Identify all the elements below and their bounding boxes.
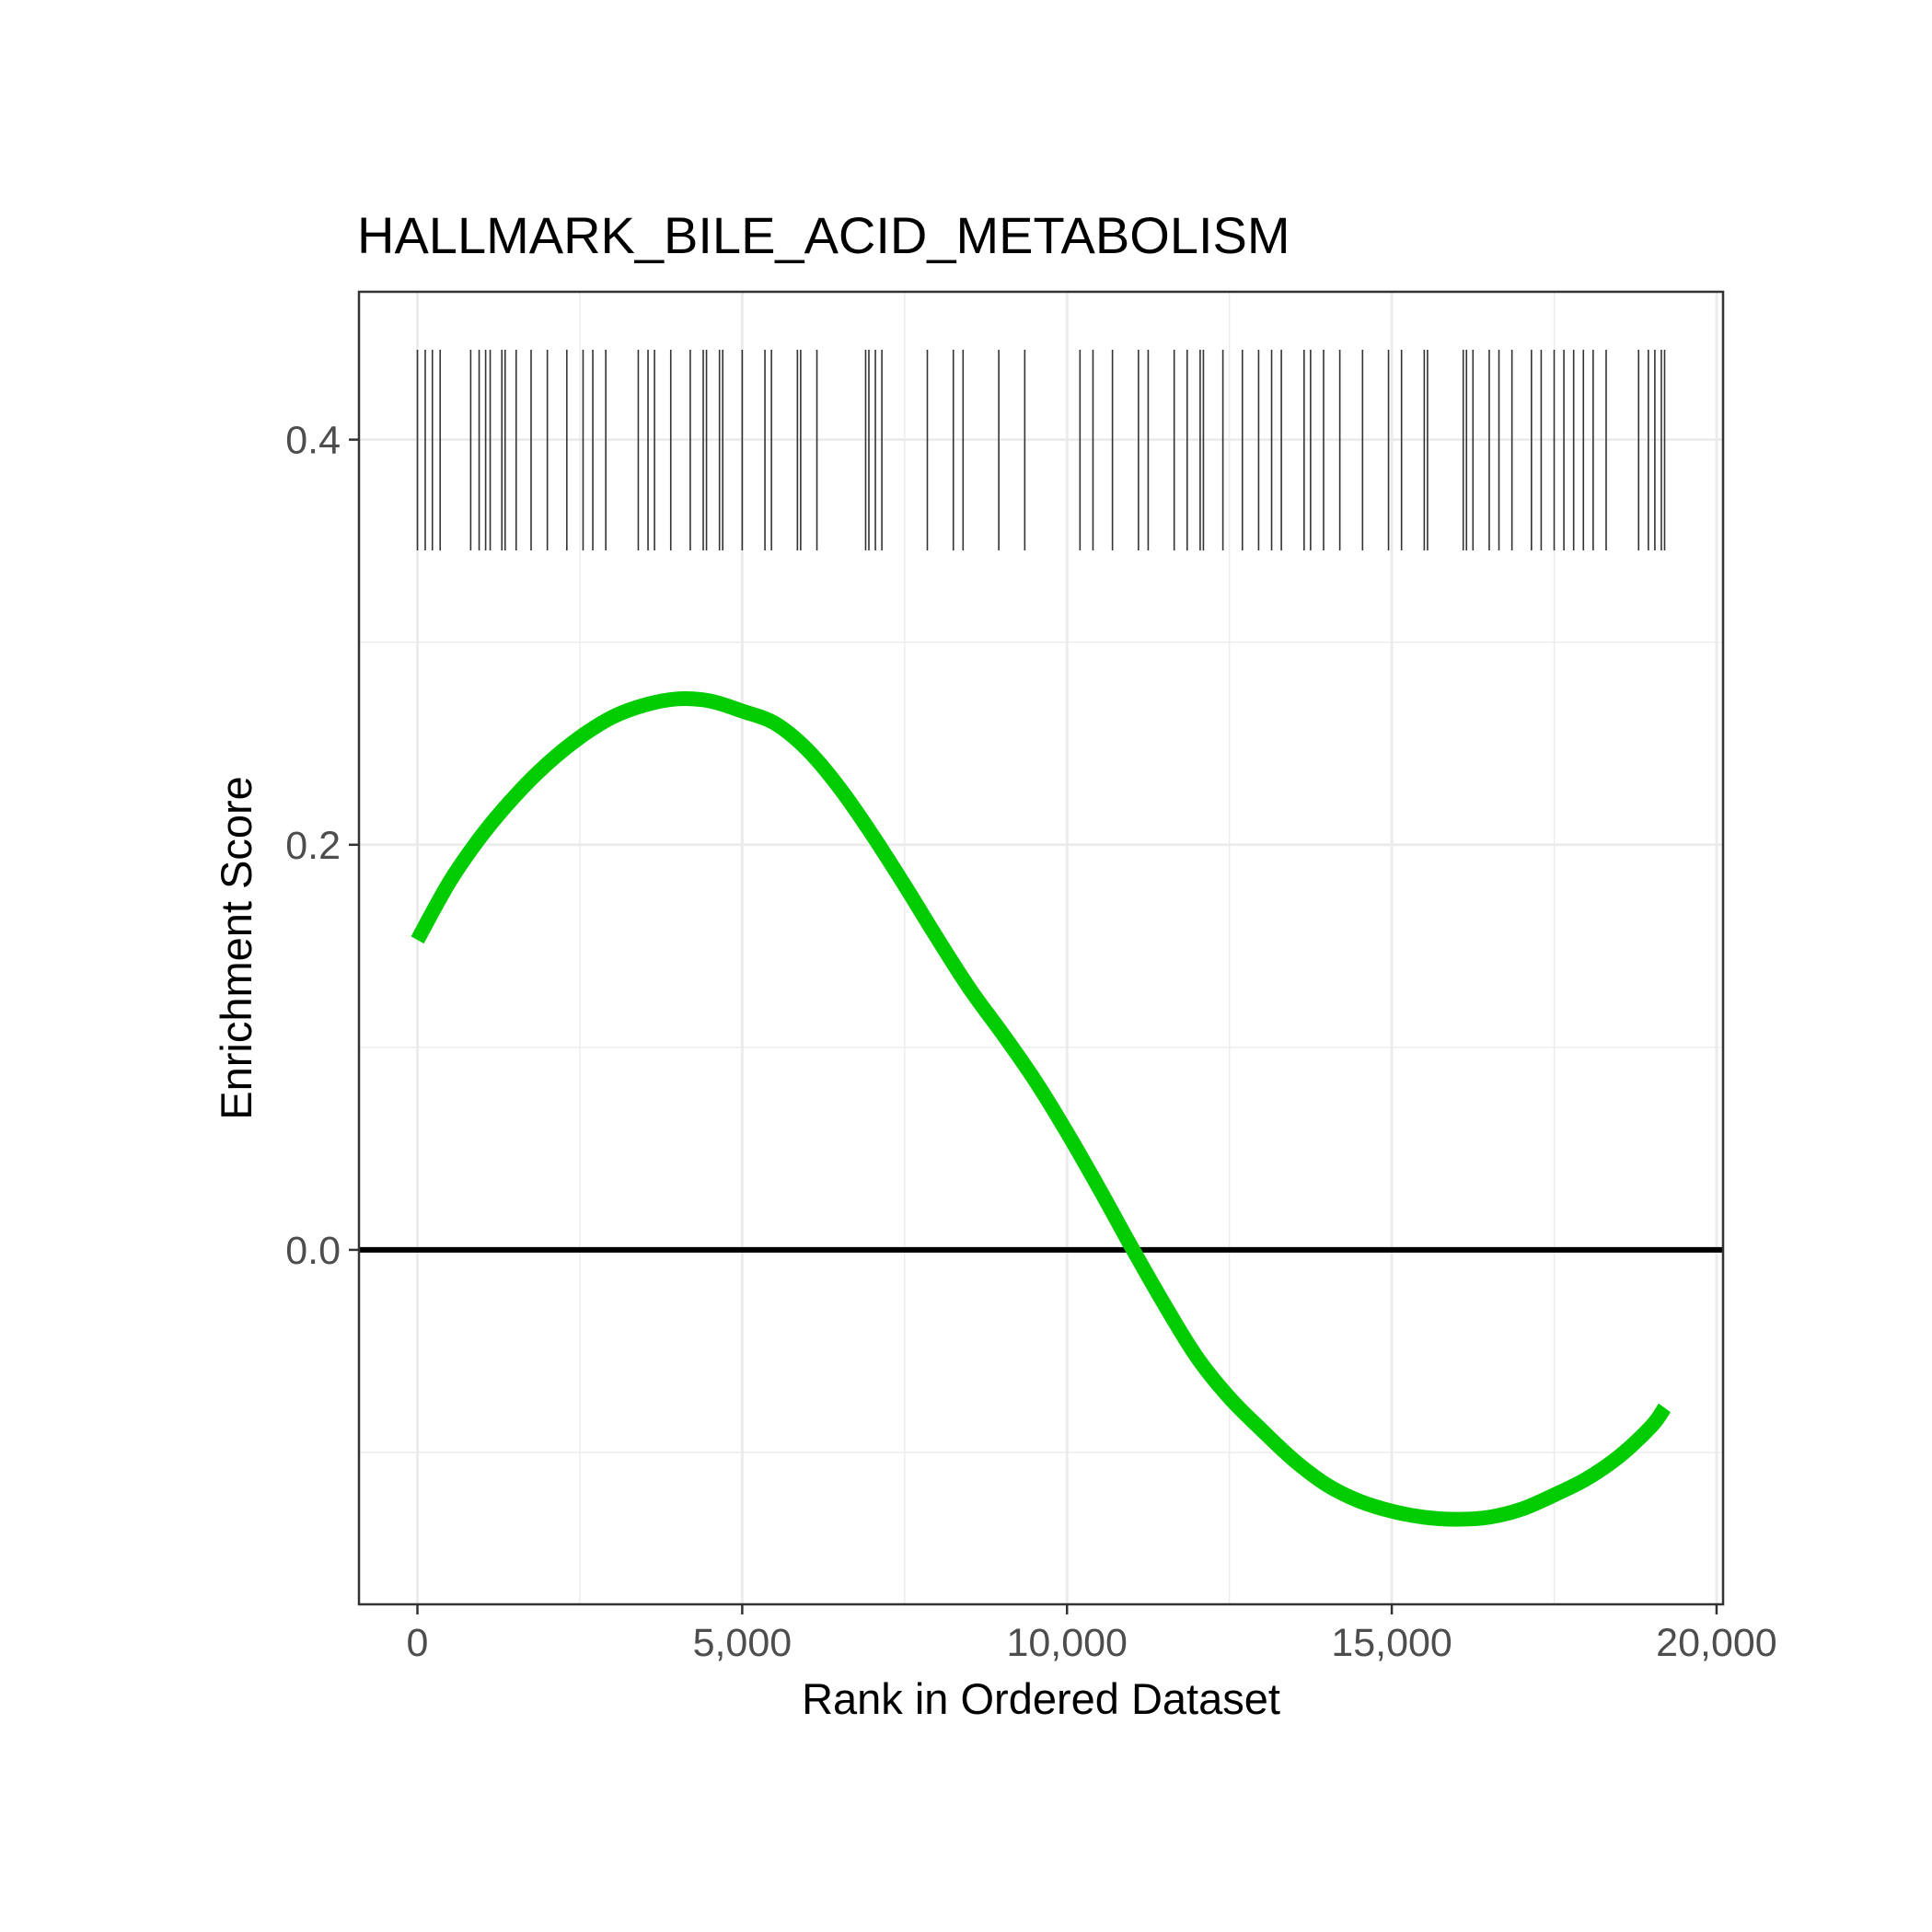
x-tick-label: 5,000 (693, 1621, 792, 1665)
y-axis-ticks: 0.0 0.2 0.4 (285, 419, 359, 1273)
panel-border (357, 290, 1725, 1606)
y-tick-label: 0.4 (285, 419, 341, 463)
enrichment-score-line (411, 691, 1672, 1527)
y-tick-label: 0.0 (285, 1229, 341, 1273)
x-tick-label: 10,000 (1006, 1621, 1128, 1665)
y-tick-label: 0.2 (285, 824, 341, 868)
x-tick-label: 15,000 (1331, 1621, 1452, 1665)
x-axis-ticks: 0 5,000 10,000 15,000 20,000 (407, 1604, 1777, 1665)
plot-panel (357, 290, 1725, 1606)
x-tick-label: 0 (407, 1621, 429, 1665)
x-tick-label: 20,000 (1656, 1621, 1777, 1665)
y-axis-label: Enrichment Score (212, 776, 260, 1120)
gene-hit-marks (416, 350, 1666, 550)
x-axis-label: Rank in Ordered Dataset (802, 1674, 1280, 1723)
panel-background (359, 292, 1723, 1604)
chart-title: HALLMARK_BILE_ACID_METABOLISM (357, 206, 1290, 264)
